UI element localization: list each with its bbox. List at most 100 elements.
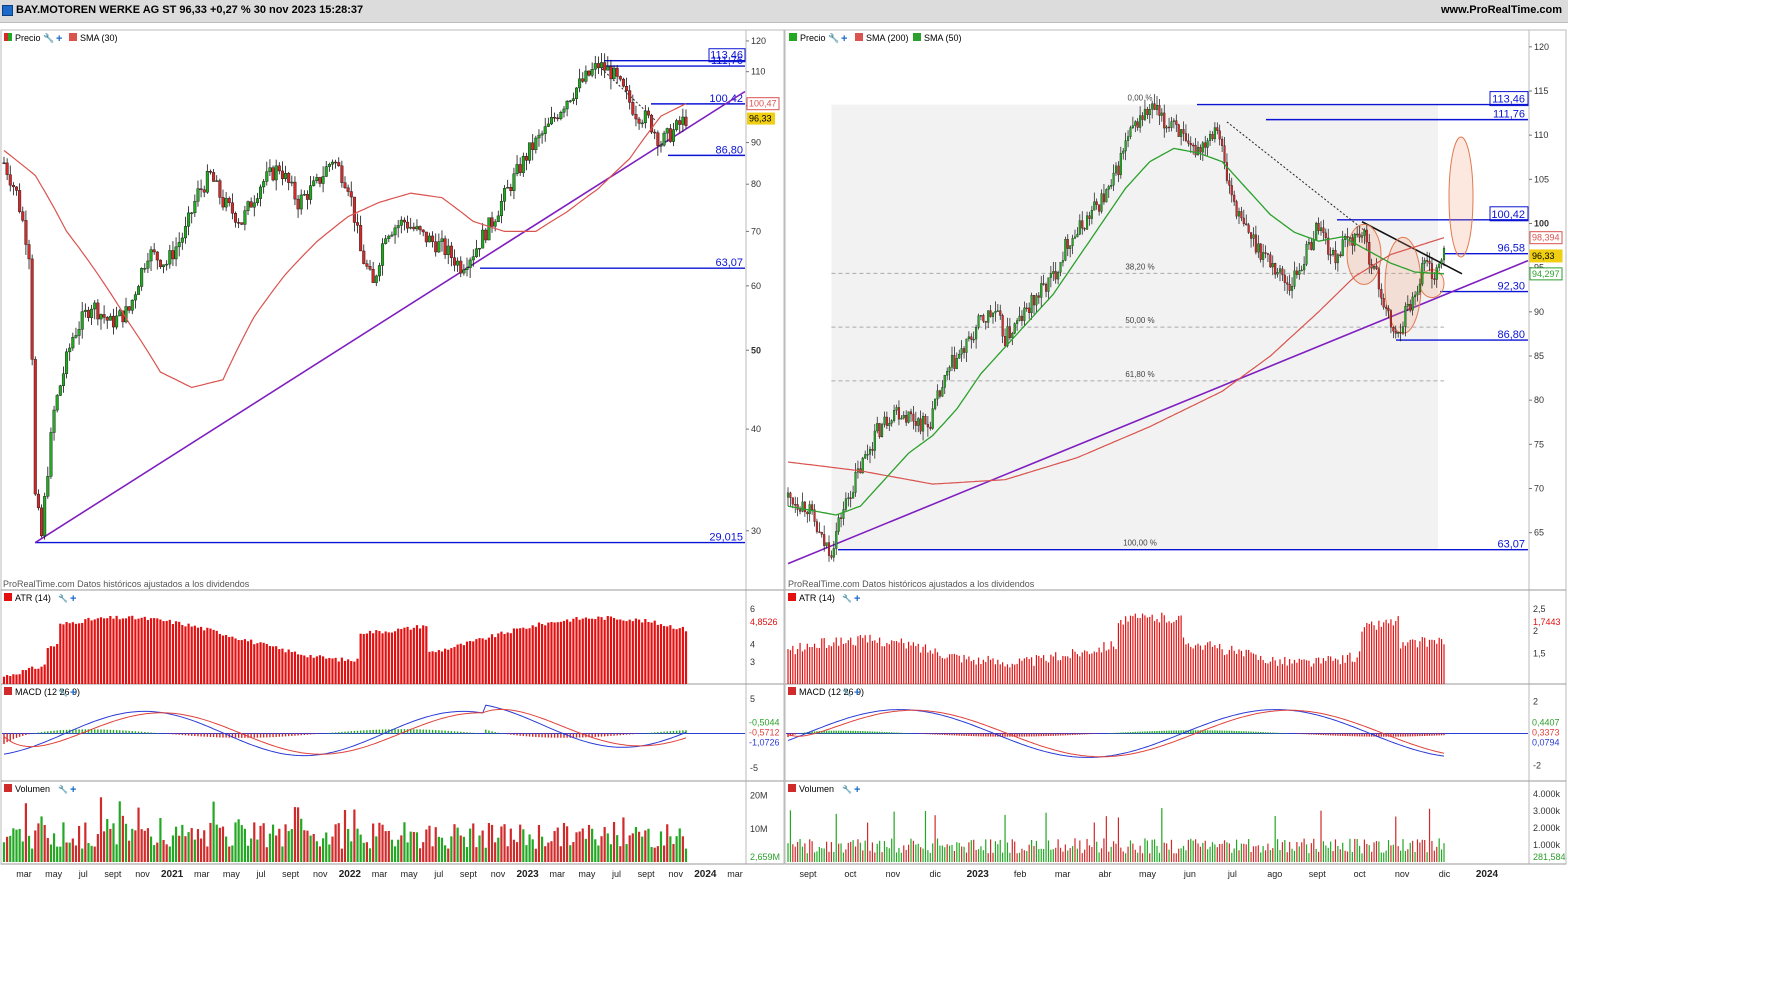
volume-bar xyxy=(1071,846,1074,862)
volume-bar xyxy=(387,830,390,862)
candle-body xyxy=(823,534,826,546)
volume-bar xyxy=(77,825,81,862)
atr-bar xyxy=(1412,639,1414,684)
left-price-panel[interactable]: 12011010090807060504030113,46111,76100,4… xyxy=(2,36,780,544)
atr-bar xyxy=(118,619,121,684)
candle-body xyxy=(86,309,90,318)
macd-hist-bar xyxy=(1247,731,1250,734)
right-legend[interactable]: Precio 🔧 + SMA (200) SMA (50) xyxy=(789,32,962,45)
macd-hist-bar xyxy=(253,733,255,738)
candle-body xyxy=(111,315,115,328)
volume-bar xyxy=(453,824,456,862)
atr-bar xyxy=(644,619,647,684)
x-axis-label: 2021 xyxy=(161,869,184,880)
volume-bar xyxy=(24,803,27,862)
atr-bar xyxy=(497,633,500,684)
volume-bar xyxy=(1385,850,1387,862)
volume-bar xyxy=(1079,840,1081,862)
volume-bar xyxy=(1002,852,1004,862)
atr-bar xyxy=(1091,653,1093,684)
candle-body xyxy=(1360,235,1364,238)
x-axis-label: mar xyxy=(16,869,32,879)
macd-hist-bar xyxy=(973,733,975,737)
candle-body xyxy=(1182,129,1185,134)
volume-bar xyxy=(1023,850,1025,862)
macd-hist-bar xyxy=(1124,732,1127,734)
x-axis-label: may xyxy=(1139,869,1157,879)
atr-bar xyxy=(833,642,835,684)
atr-bar xyxy=(1173,621,1175,684)
candle-body xyxy=(1155,105,1159,110)
candle-body xyxy=(637,118,641,124)
volume-bar xyxy=(619,846,622,862)
x-axis-label: jun xyxy=(1183,869,1196,879)
candle-body xyxy=(1254,234,1257,253)
macd-hist-bar xyxy=(1180,730,1182,734)
atr-bar xyxy=(1009,667,1011,684)
macd-hist-bar xyxy=(513,733,515,736)
atr-bar xyxy=(799,642,801,684)
atr-bar xyxy=(797,648,799,684)
atr-bar xyxy=(68,623,71,684)
volume-bar xyxy=(1332,851,1334,862)
volume-bar xyxy=(883,841,886,862)
right-price-panel[interactable]: 0,00 %38,20 %50,00 %61,80 %100,00 %12011… xyxy=(786,42,1563,565)
macd-hist-bar xyxy=(657,732,659,734)
atr-bar xyxy=(958,655,960,684)
atr-bar xyxy=(1276,665,1279,684)
macd-hist-bar xyxy=(438,730,440,734)
candle-body xyxy=(1057,272,1060,280)
candle-body xyxy=(1348,237,1351,239)
macd-hist-bar xyxy=(47,731,49,734)
wrench-icon[interactable]: 🔧 xyxy=(828,32,839,43)
atr-bar xyxy=(1081,652,1083,684)
atr-bar xyxy=(1407,642,1409,684)
candle-body xyxy=(1356,233,1359,236)
macd-value: -1,0726 xyxy=(749,738,780,748)
atr-bar xyxy=(1149,616,1151,684)
candle-body xyxy=(556,117,560,120)
macd-hist-bar xyxy=(209,733,212,737)
volume-bar xyxy=(162,839,165,862)
atr-bar xyxy=(961,662,963,684)
candle-body xyxy=(1081,220,1084,229)
volume-bar xyxy=(46,838,49,862)
left-legend[interactable]: Precio 🔧 + SMA (30) xyxy=(4,32,118,45)
candle-body xyxy=(421,229,425,233)
atr-bar xyxy=(512,628,516,684)
macd-hist-bar xyxy=(394,729,396,734)
candle-body xyxy=(549,116,553,125)
volume-bar xyxy=(1248,839,1250,862)
sma30-line xyxy=(3,103,687,389)
candle-body xyxy=(293,181,297,200)
panel-frames xyxy=(0,29,1567,865)
candle-body xyxy=(40,507,44,537)
atr-bar xyxy=(980,664,982,684)
volume-bar xyxy=(165,844,168,862)
atr-bar xyxy=(1433,640,1435,684)
candle-body xyxy=(606,66,610,71)
wrench-icon[interactable]: 🔧 xyxy=(43,32,54,43)
macd-hist-bar xyxy=(547,733,550,738)
sma50-value-label: 94,297 xyxy=(1532,269,1560,279)
site-link[interactable]: www.ProRealTime.com xyxy=(1440,4,1562,16)
add-indicator-icon[interactable]: + xyxy=(56,33,62,45)
candle-body xyxy=(1288,284,1291,291)
sma-value-label: 100,47 xyxy=(749,99,777,109)
candle-body xyxy=(1262,252,1265,260)
pattern-ellipse xyxy=(1448,136,1474,258)
volume-bar xyxy=(1317,851,1320,862)
candle-body xyxy=(234,213,238,223)
volume-bar xyxy=(1033,845,1035,862)
candle-body xyxy=(1223,145,1226,163)
atr-bar xyxy=(131,615,134,684)
atr-bar xyxy=(1040,658,1042,684)
atr-bar xyxy=(1248,649,1250,684)
atr-bar xyxy=(975,664,977,684)
atr-bar xyxy=(1096,652,1098,684)
candle-body xyxy=(803,501,806,513)
candle-body xyxy=(1334,250,1337,264)
volume-bar xyxy=(1011,839,1013,862)
add-indicator-icon[interactable]: + xyxy=(841,33,847,45)
